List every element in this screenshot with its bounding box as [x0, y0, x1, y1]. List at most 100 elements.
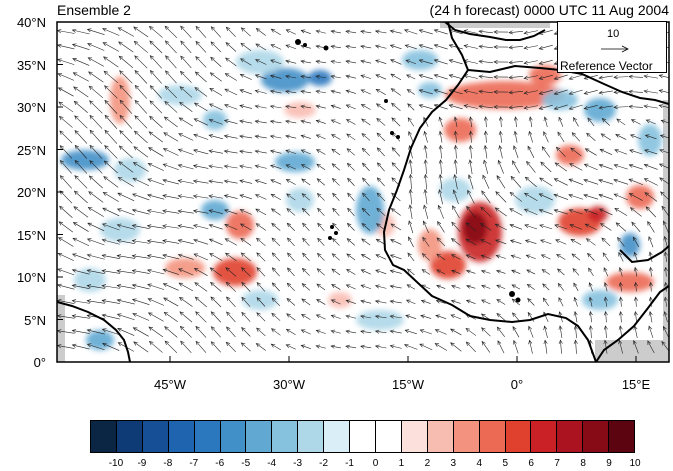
- reference-vector-magnitude: 10: [607, 28, 620, 40]
- lat-tick-label: 40°N: [16, 15, 46, 30]
- colorbar-tick-label: 6: [528, 458, 534, 469]
- africa-coastline: [382, 22, 597, 362]
- colorbar-swatch: [531, 421, 558, 452]
- anomaly-blob: [286, 188, 314, 212]
- colorbar-tick-label: -5: [241, 458, 251, 469]
- anomaly-blob: [445, 81, 565, 109]
- colorbar-swatch: [609, 421, 635, 452]
- anomaly-blob: [463, 212, 487, 244]
- anomaly-blob: [439, 178, 471, 202]
- ensemble-title: Ensemble 2: [57, 2, 131, 18]
- south-america-coastline: [57, 301, 131, 362]
- colorbar-swatch: [583, 421, 610, 452]
- colorbar-tick-label: 8: [580, 458, 586, 469]
- colorbar-tick-label: 0: [372, 458, 379, 469]
- missing-data-area: [595, 340, 669, 362]
- forecast-time-title: (24 h forecast) 0000 UTC 11 Aug 2004: [429, 2, 669, 18]
- anomaly-blob: [236, 50, 284, 74]
- anomaly-blob: [356, 310, 404, 330]
- anomaly-blob: [556, 145, 584, 165]
- missing-data-area: [440, 22, 550, 28]
- lon-tick-label: 45°W: [154, 377, 186, 392]
- colorbar-tick-label: -1: [345, 458, 354, 469]
- colorbar-tick-label: -8: [163, 458, 173, 469]
- colorbar-swatch: [298, 421, 325, 452]
- anomaly-blob: [226, 211, 254, 239]
- anomaly-blob: [275, 152, 315, 172]
- anomaly-blob: [430, 251, 466, 279]
- missing-data-area: [57, 295, 65, 362]
- colorbar-swatch: [272, 421, 299, 452]
- wind-vectors: [57, 25, 669, 354]
- axis-ticks: [57, 21, 637, 363]
- anomaly-shading: [61, 50, 662, 350]
- iberia-coastline: [444, 22, 546, 41]
- colorbar-swatch: [375, 421, 402, 452]
- anomaly-blob: [213, 258, 257, 286]
- anomaly-blob: [418, 229, 442, 261]
- lon-tick-label: 15°W: [392, 377, 424, 392]
- colorbar-swatch: [246, 421, 273, 452]
- colorbar-tick-label: 9: [606, 458, 612, 469]
- colorbar-tick-label: -4: [267, 458, 277, 469]
- colorbar-swatch: [194, 421, 221, 452]
- north-africa-coastline: [467, 64, 669, 105]
- anomaly-blob: [201, 200, 229, 220]
- colorbar-tick-label: -3: [293, 458, 303, 469]
- anomaly-blob: [588, 206, 608, 222]
- anomaly-blob: [418, 82, 442, 98]
- colorbar-swatch: [350, 421, 376, 452]
- colorbar-tick-label: -9: [137, 458, 147, 469]
- colorbar-tick-label: 4: [476, 458, 483, 469]
- colorbar-swatch: [479, 421, 506, 452]
- anomaly-blob: [620, 233, 640, 257]
- colorbar-swatch: [557, 421, 584, 452]
- lat-tick-label: 35°N: [16, 58, 46, 73]
- lon-tick-label: 30°W: [273, 377, 305, 392]
- colorbar-tick-label: -10: [108, 458, 124, 469]
- lat-tick-label: 20°N: [16, 185, 46, 200]
- colorbar-swatch: [505, 421, 532, 452]
- anomaly-blob: [74, 268, 106, 292]
- colorbar-swatch: [453, 421, 480, 452]
- reference-vector-label: Reference Vector: [560, 59, 653, 73]
- anomaly-blob: [308, 70, 332, 86]
- anomaly-blob: [165, 258, 205, 278]
- colorbar-swatch: [220, 421, 247, 452]
- lat-tick-label: 0°: [33, 355, 46, 370]
- reference-vector-legend: 10 Reference Vector: [557, 21, 667, 73]
- anomaly-blob: [542, 90, 578, 110]
- anomaly-blob: [328, 292, 352, 308]
- colorbar-tick-label: 2: [424, 458, 431, 469]
- colorbar-tick-label: 3: [450, 458, 457, 469]
- missing-data-area: [663, 100, 669, 362]
- anomaly-blob: [242, 290, 278, 310]
- islands: [295, 39, 521, 303]
- anomaly-blob: [515, 186, 555, 214]
- lat-tick-label: 10°N: [16, 270, 46, 285]
- anomaly-blob: [356, 186, 384, 234]
- reference-arrow-icon: [601, 45, 629, 53]
- colorbar-swatch: [116, 421, 143, 452]
- anomaly-blob: [100, 218, 140, 242]
- colorbar-tick-label: -7: [189, 458, 199, 469]
- colorbar: [90, 420, 635, 453]
- colorbar-tick-label: 10: [629, 458, 641, 469]
- colorbar-swatch: [168, 421, 195, 452]
- colorbar-tick-label: -6: [215, 458, 225, 469]
- colorbar-tick-label: -2: [319, 458, 329, 469]
- anomaly-blob: [444, 118, 476, 142]
- colorbar-tick-label: 1: [398, 458, 405, 469]
- anomaly-blob: [61, 150, 109, 170]
- lon-tick-label: 0°: [510, 377, 524, 392]
- anomaly-blob: [261, 68, 309, 92]
- lat-tick-label: 5°N: [24, 313, 46, 328]
- colorbar-swatch: [142, 421, 169, 452]
- anomaly-blob: [203, 110, 227, 130]
- anomaly-blob: [284, 102, 316, 118]
- lat-tick-label: 30°N: [16, 100, 46, 115]
- anomaly-blob: [638, 124, 662, 156]
- colorbar-tick-label: 7: [554, 458, 560, 469]
- colorbar-swatch: [324, 421, 351, 452]
